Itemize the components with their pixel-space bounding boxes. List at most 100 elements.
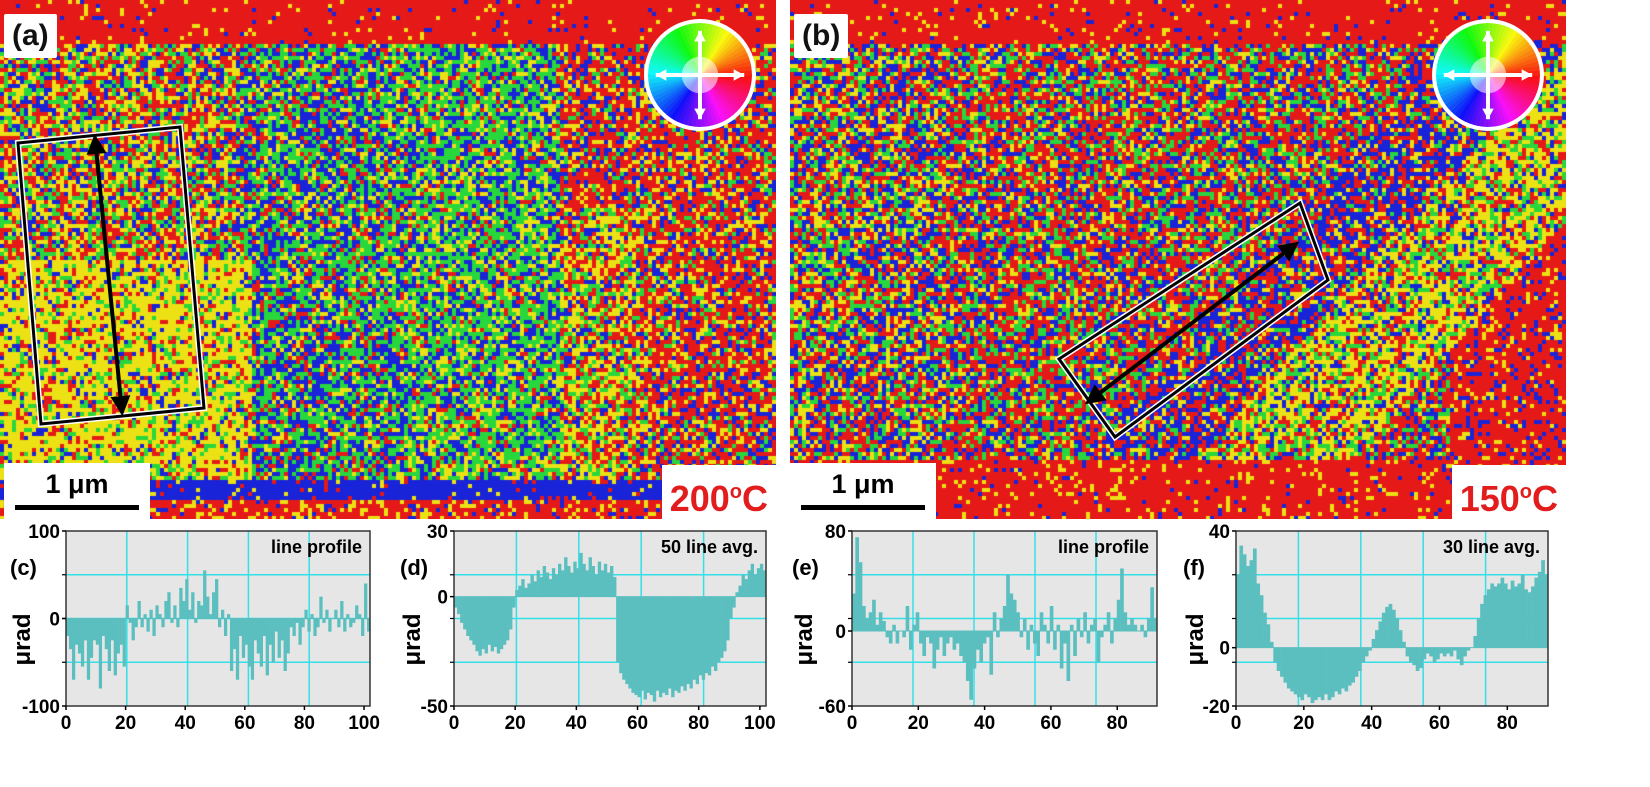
chart-d-bar: [545, 572, 550, 597]
scale-bar-b-line: [801, 505, 925, 510]
chart-d-bar: [490, 596, 495, 652]
chart-e-bar: [996, 631, 1000, 638]
chart-d-bar: [704, 596, 709, 674]
chart-f-bar: [1334, 647, 1339, 692]
chart-d-bar: [570, 572, 574, 597]
chart-f-bar: [1520, 574, 1525, 648]
chart-d-bar: [695, 596, 700, 685]
chart-f-bar: [1385, 606, 1389, 648]
chart-e-bar: [1019, 631, 1024, 638]
chart-d-xtick-label: 100: [744, 713, 776, 734]
chart-e-bar: [878, 612, 883, 631]
chart-d-bar: [487, 596, 492, 645]
chart-e-bar: [888, 631, 893, 644]
chart-c-bar: [185, 579, 189, 619]
chart-e-xtick-label: 80: [1107, 713, 1128, 734]
chart-c-bar: [310, 614, 314, 619]
chart-d-panel-label: (d): [400, 555, 428, 580]
chart-c-bar: [194, 618, 198, 623]
chart-d-bar: [542, 566, 547, 597]
chart-e-bar: [855, 537, 860, 631]
chart-c-bar: [325, 609, 329, 619]
chart-e-bar: [1106, 612, 1111, 631]
chart-c-bar: [215, 579, 219, 619]
chart-c-bar: [161, 618, 165, 628]
chart-c-bar: [235, 618, 240, 680]
chart-f-bar: [1446, 647, 1450, 654]
chart-d-bar: [603, 563, 608, 597]
chart-c-bar: [134, 618, 138, 628]
chart-d-bar: [674, 596, 678, 691]
chart-c-xtick-label: 40: [175, 713, 196, 734]
chart-f-bar: [1361, 647, 1366, 663]
chart-e-bar: [1049, 606, 1054, 631]
chart-d-bar: [564, 557, 568, 597]
chart-c-bar: [182, 601, 186, 619]
chart-d-bar: [625, 596, 629, 685]
chart-f-bar: [1354, 647, 1359, 677]
chart-c-xtick-label: 100: [348, 713, 380, 734]
chart-d-bar: [689, 596, 693, 689]
chart-f-bar: [1368, 647, 1372, 651]
chart-c-bar: [107, 618, 112, 671]
chart-f-bar: [1269, 641, 1274, 648]
chart-e-bar: [1126, 624, 1131, 631]
chart-d-bar: [515, 590, 519, 597]
chart-d-bar: [646, 596, 651, 693]
chart-c-ytick-label: 0: [49, 610, 60, 631]
chart-e-bar: [908, 631, 913, 650]
chart-d-ytick-label: 0: [437, 588, 448, 609]
chart-f-bar: [1259, 595, 1264, 648]
chart-d-bar: [594, 574, 599, 597]
chart-d-bar: [499, 596, 504, 650]
chart-e-bar: [912, 624, 916, 631]
chart-f-bar: [1476, 618, 1481, 648]
chart-d-bar: [658, 596, 663, 698]
chart-f-bar: [1273, 647, 1277, 663]
chart-c-bar: [322, 618, 326, 623]
chart-d-bar: [521, 579, 525, 597]
chart-e-bar: [1059, 631, 1064, 669]
chart-c-bar: [241, 618, 246, 658]
chart-e-bar: [1026, 631, 1030, 650]
chart-f-bar: [1510, 580, 1515, 648]
scale-bar-a: 1 μm: [4, 463, 150, 521]
chart-e-bar: [1056, 624, 1061, 631]
chart-e-bar: [1036, 631, 1040, 656]
chart-f-bar: [1324, 647, 1328, 695]
chart-f-bar: [1297, 647, 1301, 698]
chart-f-bar: [1314, 647, 1318, 701]
chart-f-bar: [1497, 583, 1501, 648]
chart-e-bar: [979, 631, 984, 663]
chart-f-bar: [1364, 647, 1369, 657]
chart-e-bar: [1140, 624, 1144, 631]
scale-bar-b-label: 1 μm: [831, 469, 895, 499]
chart-f-xtick-label: 80: [1497, 713, 1518, 734]
chart-c-bar: [74, 618, 79, 645]
chart-e-bar: [972, 631, 977, 669]
chart-d-bar: [533, 581, 537, 597]
chart-f-bar: [1459, 647, 1464, 666]
chart-c-bar: [292, 618, 296, 636]
chart-f-ytick-label: 40: [1209, 522, 1230, 543]
chart-c-bar: [307, 618, 311, 632]
chart-e-bar: [999, 618, 1004, 631]
chart-f-bar: [1524, 589, 1528, 648]
chart-f-bar: [1517, 583, 1522, 648]
chart-e-bar: [942, 631, 947, 656]
chart-d-bar: [628, 596, 632, 689]
chart-d-bar: [738, 585, 742, 597]
chart-f-bar: [1341, 647, 1345, 689]
chart-c-bar: [355, 605, 359, 619]
chart-f-bar: [1249, 560, 1254, 648]
chart-d-xtick-label: 20: [505, 713, 526, 734]
chart-c-bar: [113, 618, 117, 676]
chart-d-bar: [606, 572, 611, 597]
chart-c-bar: [167, 592, 171, 619]
chart-f-bar: [1286, 647, 1291, 689]
chart-c-bar: [209, 614, 213, 619]
chart-e-bar: [935, 631, 940, 650]
chart-e-bar: [1029, 624, 1034, 631]
chart-c-bar: [89, 618, 94, 658]
